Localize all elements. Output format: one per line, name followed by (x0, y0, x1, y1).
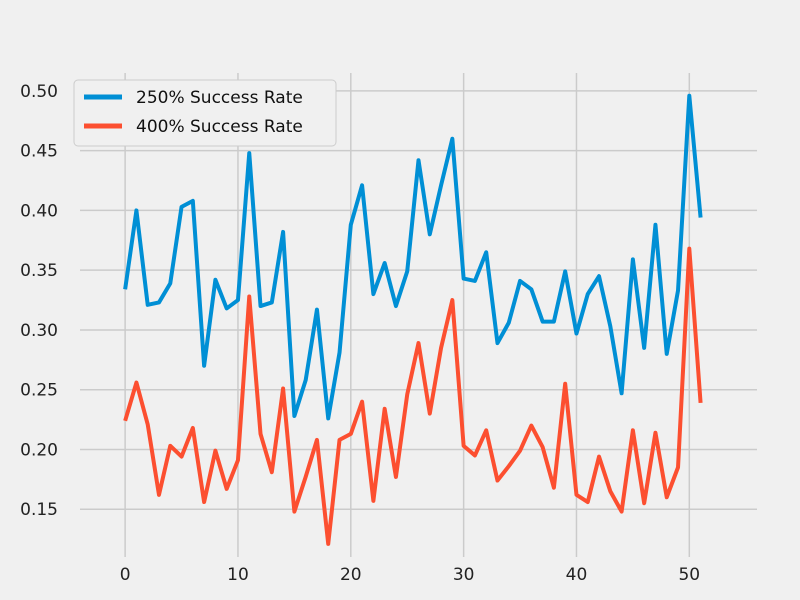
x-tick-label: 0 (120, 565, 131, 585)
series-line-0 (123, 93, 703, 421)
series-lines (123, 93, 703, 546)
y-tick-label: 0.30 (20, 321, 58, 341)
x-tick-label: 30 (453, 565, 475, 585)
series-line-1 (123, 246, 703, 546)
y-tick-label: 0.45 (20, 142, 58, 162)
y-tick-label: 0.20 (20, 440, 58, 460)
y-tick-label: 0.25 (20, 381, 58, 401)
y-tick-label: 0.15 (20, 500, 58, 520)
legend: 250% Success Rate 400% Success Rate (73, 79, 337, 147)
x-tick-label: 40 (566, 565, 588, 585)
y-tick-label: 0.50 (20, 82, 58, 102)
y-tick-label: 0.35 (20, 261, 58, 281)
legend-label-400: 400% Success Rate (136, 117, 303, 137)
legend-label-250: 250% Success Rate (136, 88, 303, 108)
y-tick-labels: 0.15 0.20 0.25 0.30 0.35 0.40 0.45 0.50 (20, 82, 58, 520)
x-tick-label: 10 (227, 565, 249, 585)
y-tick-label: 0.40 (20, 201, 58, 221)
x-tick-label: 50 (678, 565, 700, 585)
x-tick-label: 20 (340, 565, 362, 585)
legend-box (73, 79, 337, 147)
x-tick-labels: 0 10 20 30 40 50 (120, 565, 700, 585)
